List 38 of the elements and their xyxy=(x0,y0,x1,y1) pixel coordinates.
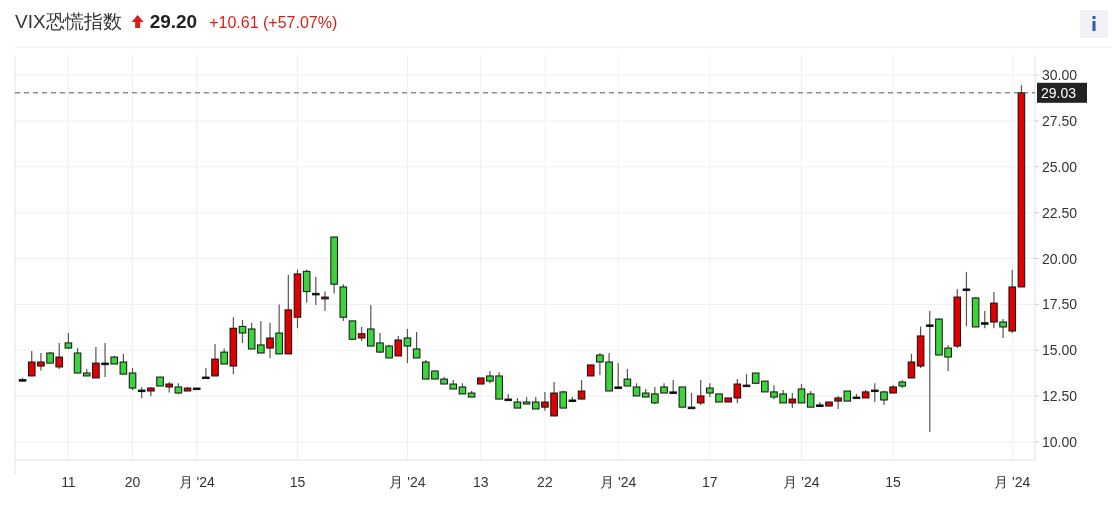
x-tick-label: 13 xyxy=(472,474,489,490)
candlestick xyxy=(797,383,806,404)
x-tick-label: 月 '24 xyxy=(389,474,426,490)
text: +10.61 (+57.07%) xyxy=(209,14,338,31)
y-tick-label: 20.00 xyxy=(1042,250,1078,267)
x-tick-label: 月 '24 xyxy=(994,474,1031,490)
y-tick-label: 25.00 xyxy=(1042,158,1078,175)
x-tick-label: 17 xyxy=(702,474,718,490)
y-tick-label: 15.00 xyxy=(1042,342,1078,359)
ref-line-label: 29.03 xyxy=(1041,84,1077,101)
candlestick xyxy=(321,290,329,312)
x-tick-label: 15 xyxy=(289,474,306,490)
x-tick-label: 月 '24 xyxy=(783,474,820,490)
candlestick xyxy=(403,328,412,364)
y-tick-label: 27.50 xyxy=(1042,112,1078,129)
candlestick xyxy=(312,276,320,306)
candlestick xyxy=(238,319,247,344)
candlestick xyxy=(907,353,916,379)
y-tick-label: 10.00 xyxy=(1042,434,1078,451)
y-tick-label: 30.00 xyxy=(1042,67,1078,83)
candlestick xyxy=(302,268,311,304)
candlestick xyxy=(577,379,586,400)
chart-title: VIX恐慌指数 xyxy=(15,11,122,32)
x-tick-label: 22 xyxy=(537,474,553,490)
x-tick-label: 20 xyxy=(124,474,141,490)
candlestick xyxy=(348,320,357,340)
y-tick-label: 17.50 xyxy=(1042,296,1078,313)
y-tick-label: 12.50 xyxy=(1042,388,1078,405)
candlestick xyxy=(696,379,705,406)
x-tick-label: 月 '24 xyxy=(178,474,215,490)
x-tick-label: 月 '24 xyxy=(600,474,637,490)
y-tick-label: 22.50 xyxy=(1042,204,1078,221)
text: 29.20 xyxy=(149,11,198,32)
candlestick xyxy=(962,271,971,328)
candlestick xyxy=(412,331,421,359)
candlestick xyxy=(128,367,137,391)
x-tick-label: 11 xyxy=(61,474,76,490)
x-tick-label: 15 xyxy=(885,474,902,490)
